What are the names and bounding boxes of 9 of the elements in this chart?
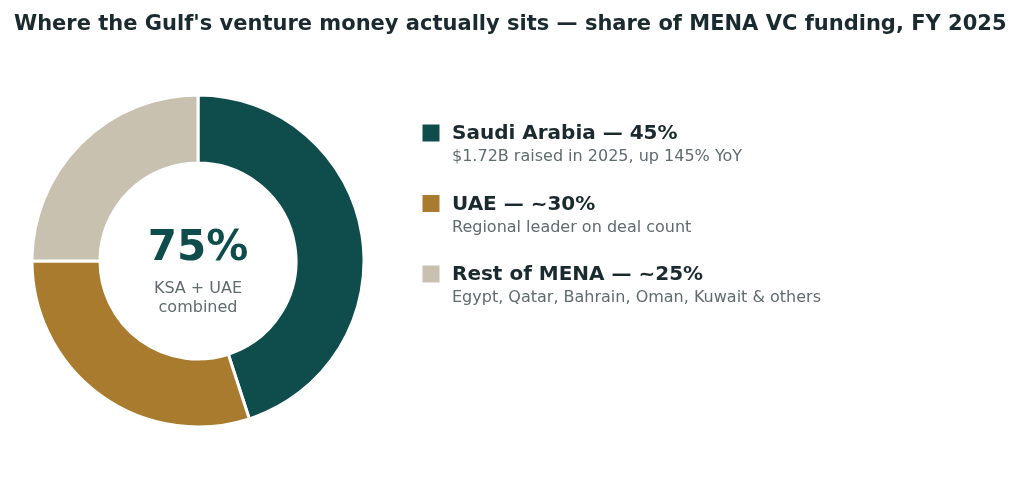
text: $1.72B raised in 2025, up 145% YoY bbox=[452, 146, 743, 165]
chart-title: Where the Gulf's venture money actually sits — share of MENA VC funding, FY 2025 bbox=[14, 11, 1007, 35]
text: Egypt, Qatar, Bahrain, Oman, Kuwait & others bbox=[452, 287, 821, 306]
text: 75% bbox=[147, 221, 249, 270]
legend-label: Rest of MENA — ~25% bbox=[452, 261, 704, 285]
legend-label: Saudi Arabia — 45% bbox=[452, 120, 678, 144]
legend-label: UAE — ~30% bbox=[452, 190, 596, 215]
text: Regional leader on deal count bbox=[452, 216, 692, 236]
text: KSA + UAE combined bbox=[153, 278, 243, 316]
